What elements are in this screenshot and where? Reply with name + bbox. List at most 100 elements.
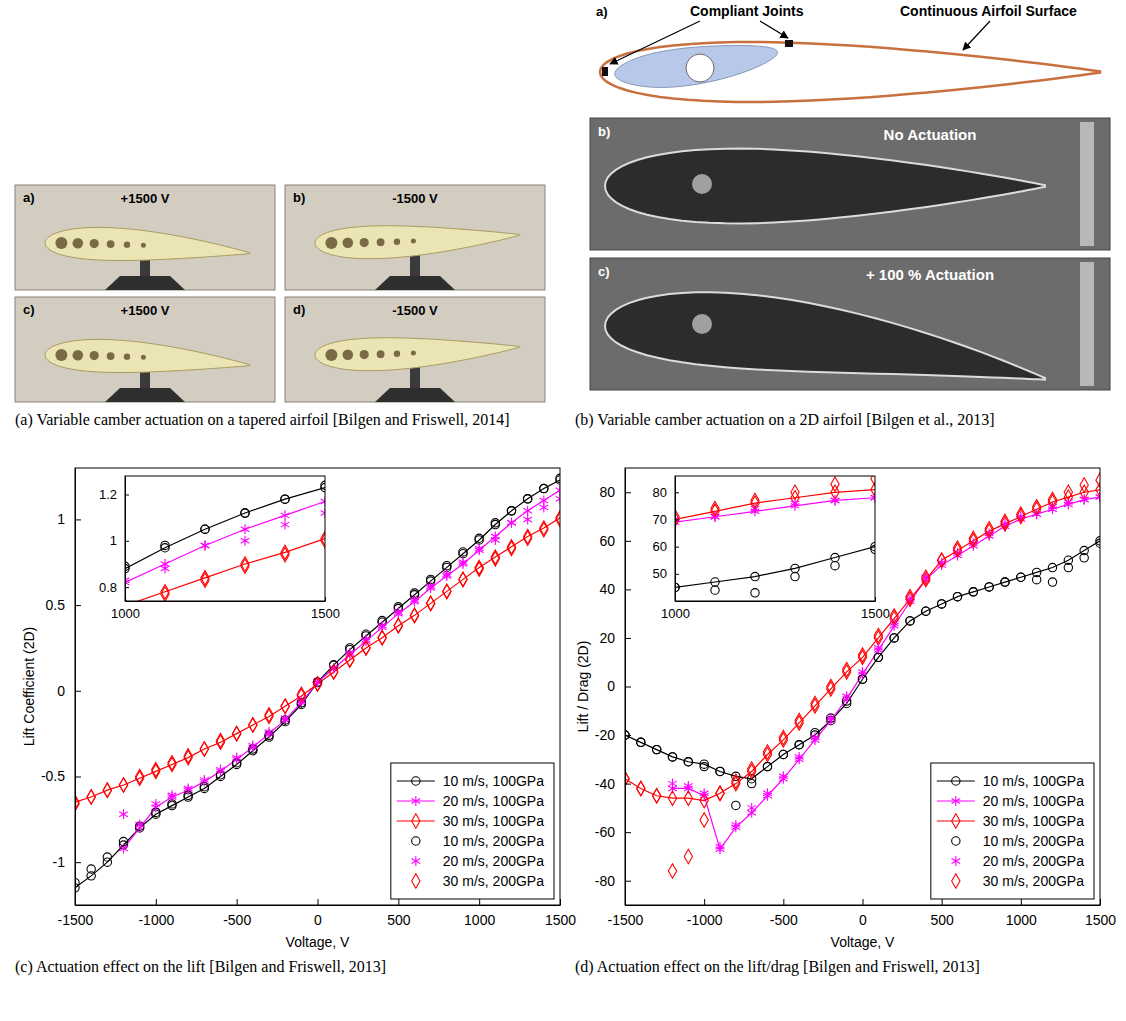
- marker: [200, 742, 208, 756]
- tick-label: 0: [314, 912, 322, 928]
- legend-label: 20 m/s, 200GPa: [443, 853, 544, 869]
- tick: 0: [314, 899, 322, 928]
- marker: [491, 535, 500, 545]
- photo: c)+ 100 % Actuation: [590, 258, 1110, 390]
- marker: [103, 858, 111, 866]
- tick: 60: [599, 533, 631, 549]
- tick: 0: [57, 683, 81, 699]
- photo-background: [285, 297, 545, 402]
- marker: [321, 534, 325, 548]
- hole: [107, 240, 115, 248]
- tick-label: 0.5: [46, 597, 66, 613]
- panel-letter: c): [23, 302, 35, 317]
- marker: [523, 495, 531, 503]
- marker: [443, 584, 451, 598]
- marker: [297, 687, 305, 701]
- hole: [55, 237, 67, 249]
- hole: [90, 239, 99, 248]
- marker: [200, 742, 208, 756]
- tick: -40: [595, 776, 631, 792]
- legend-box: [391, 763, 554, 899]
- marker: [249, 718, 257, 732]
- marker: [362, 634, 371, 644]
- marker: [1064, 485, 1072, 499]
- marker: [795, 741, 803, 749]
- inset-frame: [125, 476, 325, 601]
- marker: [1096, 539, 1100, 547]
- inset-background: [675, 476, 875, 601]
- axis-line: [675, 477, 676, 602]
- marker: [684, 781, 693, 791]
- joint: [785, 40, 793, 47]
- marker: [732, 801, 740, 809]
- tick: -1000: [138, 899, 174, 928]
- marker: [779, 730, 787, 744]
- legend-label: 10 m/s, 100GPa: [983, 773, 1084, 789]
- plot-background: [75, 468, 560, 905]
- tick-mark: [675, 492, 679, 493]
- arrow: [760, 21, 788, 38]
- marker: [232, 753, 241, 763]
- marker: [281, 510, 290, 520]
- marker: [1001, 514, 1009, 528]
- tick: 60: [653, 539, 679, 554]
- marker: [103, 853, 111, 861]
- marker: [281, 699, 289, 713]
- marker: [953, 592, 961, 600]
- joint: [602, 67, 608, 76]
- marker: [281, 495, 289, 503]
- marker: [751, 572, 759, 580]
- caption-line: (c) Actuation effect on the lift [Bilgen…: [15, 958, 386, 976]
- marker: [200, 775, 209, 785]
- marker: [410, 608, 418, 622]
- tick: -0.5: [41, 768, 81, 784]
- x-axis-title: Voltage, V: [286, 934, 350, 950]
- tick: 1: [110, 533, 129, 548]
- inset-plot-area: [125, 481, 325, 601]
- tick: -500: [770, 899, 798, 928]
- tick: 1000: [1006, 899, 1037, 928]
- marker: [1048, 578, 1056, 586]
- marker: [779, 750, 787, 758]
- marker: [1096, 492, 1100, 502]
- photo-background: [285, 185, 545, 290]
- y-axis-title: Lift Coefficient (2D): [21, 627, 37, 747]
- marker: [152, 799, 161, 809]
- legend-line: [937, 820, 975, 821]
- photo-background: [15, 185, 275, 290]
- tick: 1: [57, 511, 81, 527]
- legend-label: 10 m/s, 200GPa: [443, 833, 544, 849]
- tick-mark: [625, 735, 631, 736]
- series-line: [125, 501, 325, 601]
- photo-background: [15, 297, 275, 402]
- marker: [330, 665, 338, 679]
- marker: [791, 485, 799, 499]
- photo-panel: a)+1500 Vb)-1500 Vc)+1500 Vd)-1500 V(a) …: [15, 185, 545, 429]
- marker: [637, 738, 645, 746]
- marker: [716, 767, 724, 775]
- legend-label: 30 m/s, 200GPa: [443, 873, 544, 889]
- photo: b)No Actuation: [590, 118, 1110, 250]
- tick: -1000: [687, 899, 723, 928]
- tick-label: 80: [599, 484, 615, 500]
- legend-marker: [951, 796, 960, 806]
- marker: [184, 783, 193, 793]
- photo-label: +1500 V: [121, 191, 170, 206]
- photo-label: + 100 % Actuation: [866, 266, 994, 283]
- tick: -80: [595, 873, 631, 889]
- inset-background: [125, 476, 325, 601]
- photo-background: [590, 118, 1110, 250]
- airfoil: [315, 338, 520, 371]
- marker: [890, 634, 898, 642]
- tick-mark: [75, 691, 81, 692]
- marker: [831, 553, 839, 561]
- photo-label: -1500 V: [392, 191, 438, 206]
- marker: [795, 752, 804, 762]
- marker: [443, 569, 452, 579]
- panel-letter: b): [598, 124, 610, 139]
- marker: [313, 677, 321, 691]
- tick-label: -1: [53, 854, 66, 870]
- marker: [985, 583, 993, 591]
- marker: [265, 727, 274, 737]
- tick: 0: [607, 678, 631, 694]
